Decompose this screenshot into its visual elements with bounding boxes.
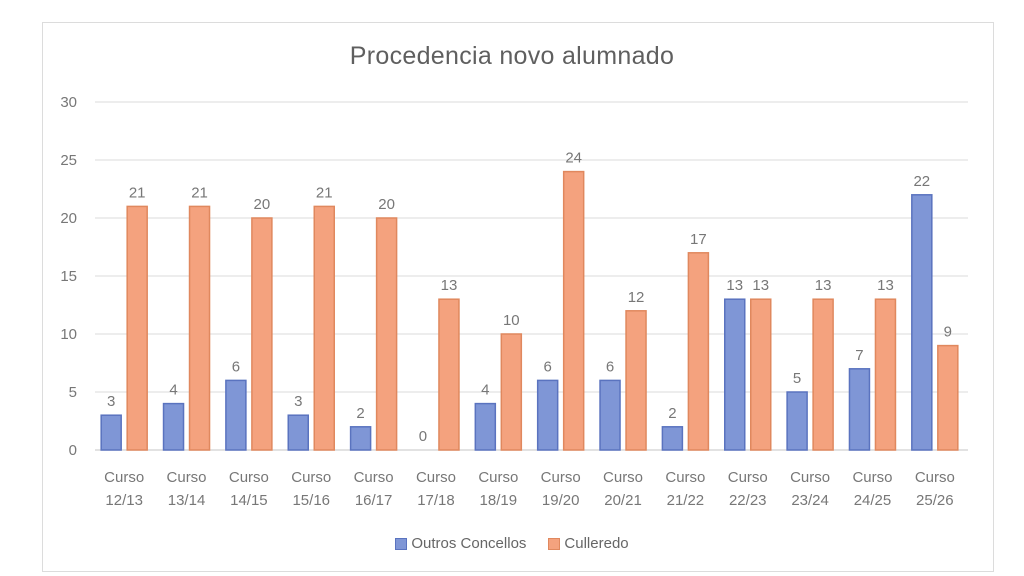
bar-culleredo[interactable]	[562, 170, 585, 451]
bar-outros-concellos[interactable]	[225, 379, 247, 451]
bar-outros-concellos[interactable]	[474, 402, 497, 451]
bar-outros-concellos[interactable]	[599, 379, 621, 451]
legend-item-culleredo[interactable]: Culleredo	[548, 535, 629, 552]
data-label: 5	[793, 370, 801, 387]
x-tick-label: 25/26	[916, 492, 954, 509]
bar-culleredo[interactable]	[313, 205, 335, 451]
data-label: 0	[419, 428, 427, 445]
data-label: 6	[544, 358, 552, 375]
bar-culleredo[interactable]	[126, 205, 148, 451]
data-label: 22	[913, 173, 930, 190]
x-tick-label: Curso	[603, 469, 643, 486]
data-label: 13	[441, 277, 458, 294]
y-tick-label: 0	[69, 442, 77, 459]
bar-culleredo[interactable]	[375, 217, 398, 451]
bar-outros-concellos[interactable]	[287, 414, 309, 451]
bar-outros-concellos[interactable]	[724, 298, 746, 451]
bar-outros-concellos[interactable]	[162, 402, 185, 451]
bar-culleredo[interactable]	[438, 298, 460, 451]
data-label: 21	[191, 184, 208, 201]
x-tick-label: Curso	[478, 469, 518, 486]
data-label: 7	[855, 347, 863, 364]
data-label: 2	[668, 405, 676, 422]
x-tick-label: 17/18	[417, 492, 455, 509]
bar-outros-concellos[interactable]	[848, 368, 871, 451]
chart-title: Procedencia novo alumnado	[349, 42, 675, 70]
data-label: 3	[294, 393, 302, 410]
data-label: 13	[877, 277, 894, 294]
x-tick-label: Curso	[229, 469, 269, 486]
bar-culleredo[interactable]	[750, 298, 772, 451]
x-tick-label: 12/13	[105, 492, 143, 509]
data-label: 4	[481, 382, 489, 399]
x-tick-label: Curso	[915, 469, 955, 486]
data-label: 17	[690, 231, 707, 248]
data-label: 20	[254, 196, 271, 213]
bar-outros-concellos[interactable]	[100, 414, 122, 451]
data-label: 6	[606, 358, 614, 375]
data-label: 13	[815, 277, 832, 294]
data-label: 24	[565, 150, 582, 167]
data-label: 13	[752, 277, 769, 294]
legend-swatch-outros-concellos	[395, 537, 408, 550]
x-tick-label: 24/25	[854, 492, 892, 509]
data-label: 21	[316, 184, 333, 201]
bar-outros-concellos[interactable]	[349, 426, 372, 451]
y-tick-label: 10	[60, 326, 77, 343]
data-label: 9	[944, 324, 952, 341]
bar-outros-concellos[interactable]	[911, 194, 933, 451]
bar-culleredo[interactable]	[251, 217, 273, 451]
y-tick-label: 20	[60, 210, 77, 227]
bar-outros-concellos[interactable]	[786, 391, 808, 451]
x-tick-label: 23/24	[791, 492, 829, 509]
y-tick-label: 15	[60, 268, 77, 285]
x-tick-label: 22/23	[729, 492, 767, 509]
x-tick-label: Curso	[790, 469, 830, 486]
y-tick-label: 25	[60, 152, 77, 169]
data-label: 10	[503, 312, 520, 329]
bar-outros-concellos[interactable]	[661, 426, 684, 451]
x-tick-label: 20/21	[604, 492, 642, 509]
data-label: 13	[726, 277, 743, 294]
x-tick-label: 16/17	[355, 492, 393, 509]
data-label: 12	[628, 289, 645, 306]
data-label: 6	[232, 358, 240, 375]
bar-culleredo[interactable]	[687, 252, 710, 451]
legend-label: Outros Concellos	[411, 535, 527, 552]
bar-culleredo[interactable]	[937, 344, 959, 451]
y-tick-label: 5	[69, 384, 77, 401]
bar-culleredo[interactable]	[500, 333, 523, 451]
bar-culleredo[interactable]	[812, 298, 834, 451]
x-tick-label: 14/15	[230, 492, 268, 509]
legend-label: Culleredo	[564, 535, 629, 552]
legend-item-outros-concellos[interactable]: Outros Concellos	[395, 535, 526, 552]
x-tick-label: Curso	[416, 469, 456, 486]
x-tick-label: 18/19	[480, 492, 518, 509]
data-label: 20	[378, 196, 395, 213]
legend-swatch-culleredo	[548, 537, 561, 550]
bar-outros-concellos[interactable]	[536, 379, 559, 451]
chart-legend: Outros Concellos Culleredo	[0, 535, 1024, 552]
x-tick-label: Curso	[354, 469, 394, 486]
x-tick-label: Curso	[541, 469, 581, 486]
data-label: 21	[129, 184, 146, 201]
data-label: 4	[169, 382, 177, 399]
y-tick-label: 30	[60, 94, 77, 111]
x-tick-label: Curso	[167, 469, 207, 486]
x-tick-label: 21/22	[667, 492, 705, 509]
x-tick-label: Curso	[104, 469, 144, 486]
x-tick-label: Curso	[728, 469, 768, 486]
x-tick-label: Curso	[665, 469, 705, 486]
x-tick-label: 15/16	[292, 492, 330, 509]
data-label: 2	[356, 405, 364, 422]
bar-culleredo[interactable]	[874, 298, 897, 451]
bar-culleredo[interactable]	[188, 205, 211, 451]
x-tick-label: 13/14	[168, 492, 206, 509]
x-tick-label: Curso	[291, 469, 331, 486]
data-label: 3	[107, 393, 115, 410]
x-tick-label: 19/20	[542, 492, 580, 509]
x-tick-label: Curso	[852, 469, 892, 486]
bar-culleredo[interactable]	[625, 310, 647, 451]
